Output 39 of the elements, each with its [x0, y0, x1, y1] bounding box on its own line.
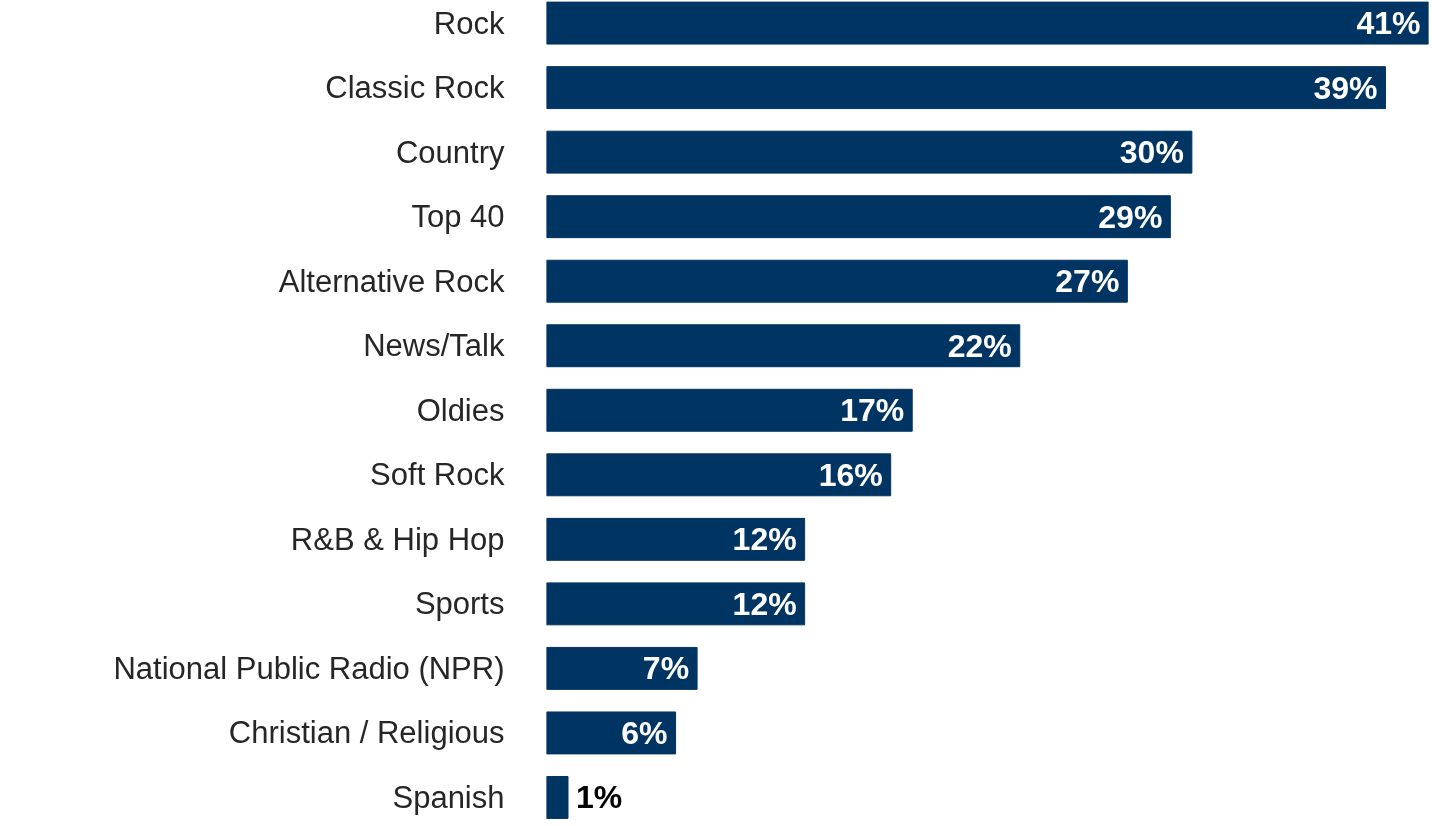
y-tick-label: News/Talk [363, 328, 505, 364]
data-label: 6% [621, 714, 668, 751]
data-label: 41% [1356, 5, 1421, 42]
bar [546, 582, 806, 626]
y-tick-label: Spanish [392, 779, 505, 815]
bar [546, 324, 1021, 368]
data-label: 22% [947, 327, 1012, 364]
data-label: 17% [840, 392, 905, 429]
bar [546, 775, 569, 819]
y-tick-label: Oldies [416, 392, 505, 428]
y-tick-label: Rock [433, 5, 505, 41]
y-tick-label: Top 40 [411, 199, 505, 235]
y-tick-label: Alternative Rock [278, 263, 505, 299]
y-tick-label: Country [395, 134, 505, 170]
bar [546, 130, 1193, 174]
data-label: 30% [1119, 134, 1184, 171]
bar [546, 195, 1171, 239]
data-label: 7% [642, 650, 690, 687]
bar [546, 646, 698, 690]
y-tick-label: National Public Radio (NPR) [113, 650, 505, 686]
y-tick-label: Christian / Religious [228, 715, 505, 751]
data-label: 29% [1098, 198, 1163, 235]
y-tick-label: Classic Rock [325, 70, 505, 106]
bar [546, 66, 1386, 110]
data-label: 27% [1055, 263, 1120, 300]
bar [546, 388, 913, 432]
data-label: 12% [732, 585, 797, 622]
data-label: 16% [818, 456, 883, 493]
y-tick-label: Soft Rock [370, 457, 505, 493]
bar [546, 711, 677, 755]
bar [546, 517, 806, 561]
bar [546, 259, 1128, 303]
data-label: 12% [732, 521, 797, 558]
data-label: 1% [576, 779, 623, 816]
data-label: 39% [1313, 69, 1378, 106]
bar [546, 453, 892, 497]
bar [546, 1, 1429, 45]
y-tick-label: R&B & Hip Hop [290, 521, 505, 557]
y-tick-label: Sports [414, 586, 505, 622]
